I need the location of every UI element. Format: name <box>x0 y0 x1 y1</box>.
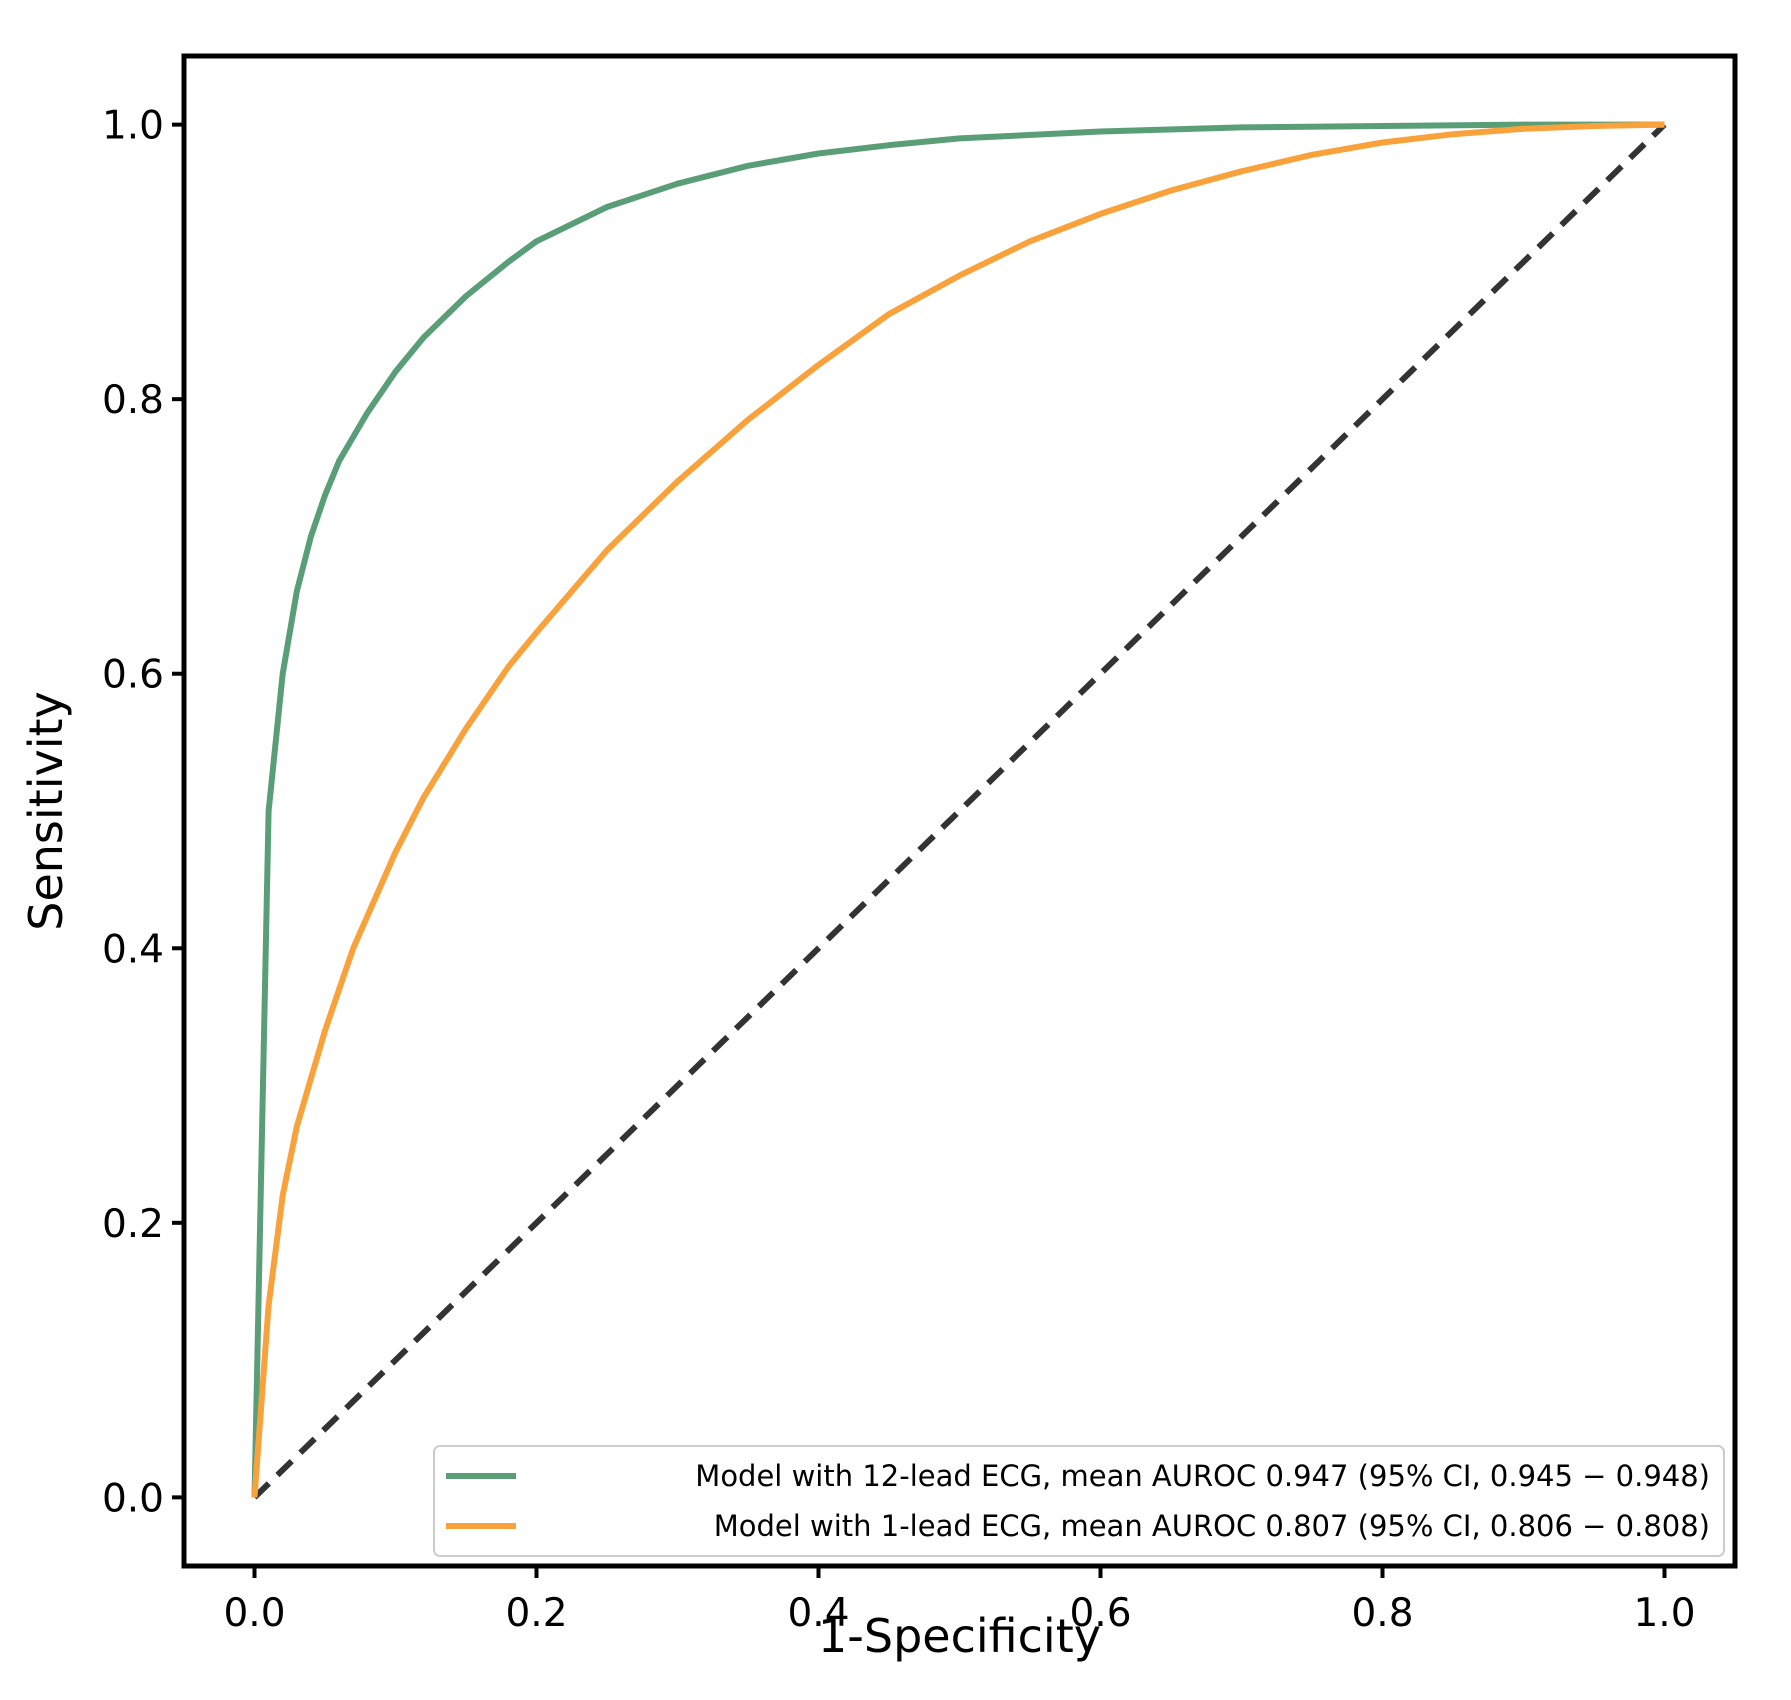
legend: Model with 12-lead ECG, mean AUROC 0.947… <box>433 1445 1725 1557</box>
y-tick-label: 0.4 <box>102 927 164 972</box>
series-line-12-lead <box>251 121 1665 1498</box>
series-line-1-lead <box>251 121 1665 1498</box>
x-tick-label: 0.6 <box>1069 1591 1131 1636</box>
y-tick-label: 0.0 <box>102 1476 164 1521</box>
plot-area <box>251 121 1667 1500</box>
y-tick-label: 0.2 <box>102 1202 164 1247</box>
y-axis-ticks: 0.0 0.2 0.4 0.6 0.8 1.0 <box>102 104 184 1521</box>
chance-diagonal-line <box>252 122 1667 1500</box>
y-tick-label: 1.0 <box>102 104 164 149</box>
x-axis-title: 1-Specificity <box>818 1609 1101 1663</box>
x-tick-label: 0.2 <box>505 1591 567 1636</box>
legend-label-1-lead: Model with 1-lead ECG, mean AUROC 0.807 … <box>714 1509 1710 1543</box>
y-tick-label: 0.6 <box>102 653 164 698</box>
y-axis-title: Sensitivity <box>19 691 73 930</box>
y-tick-label: 0.8 <box>102 378 164 423</box>
legend-box <box>433 1445 1725 1557</box>
x-tick-label: 0.0 <box>223 1591 285 1636</box>
axes-frame <box>181 53 1738 1569</box>
x-tick-label: 1.0 <box>1633 1591 1695 1636</box>
legend-label-12-lead: Model with 12-lead ECG, mean AUROC 0.947… <box>695 1459 1710 1493</box>
x-tick-label: 0.8 <box>1351 1591 1413 1636</box>
x-tick-label: 0.4 <box>787 1591 849 1636</box>
x-axis-ticks: 0.0 0.2 0.4 0.6 0.8 1.0 <box>223 1566 1696 1636</box>
